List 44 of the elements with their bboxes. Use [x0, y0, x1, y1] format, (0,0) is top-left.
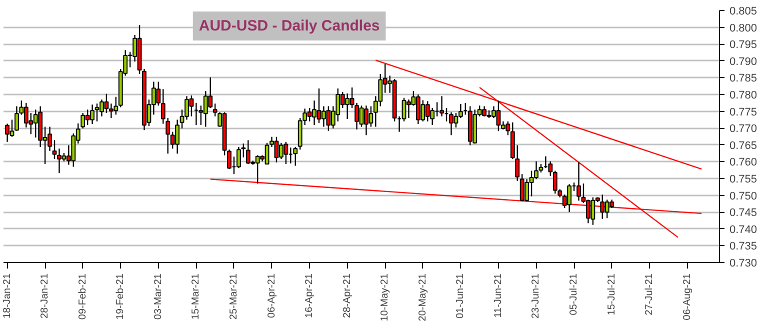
- x-tick-label: 06-Apr-21: [266, 273, 278, 318]
- x-tick-label: 06-Aug-21: [682, 273, 693, 320]
- y-tick-label: 0.800: [730, 22, 758, 34]
- x-tick-label: 09-Feb-21: [77, 273, 88, 320]
- x-tick-label: 05-Jul-21: [568, 273, 580, 316]
- y-tick-label: 0.770: [730, 123, 758, 136]
- candlestick: [293, 146, 298, 166]
- candlestick: [515, 144, 520, 182]
- y-tick-label: 0.805: [730, 6, 758, 18]
- y-tick-label: 0.760: [730, 156, 758, 169]
- y-tick-label: 0.730: [730, 258, 758, 270]
- candlestick: [440, 96, 444, 117]
- candlestick: [227, 149, 232, 170]
- x-tick-label: 01-Jun-21: [455, 273, 466, 319]
- y-tick-label: 0.750: [730, 190, 758, 202]
- y-tick-label: 0.795: [730, 39, 758, 52]
- x-tick-label: 27-Jul-21: [644, 273, 656, 316]
- y-tick-label: 0.735: [730, 240, 758, 253]
- x-tick-label: 20-May-21: [417, 273, 428, 322]
- x-tick-label: 28-Apr-21: [342, 273, 353, 318]
- candlestick: [576, 162, 581, 202]
- x-tick-label: 23-Jun-21: [530, 273, 542, 319]
- candlestick: [166, 117, 170, 154]
- x-tick-label: 15-Jul-21: [606, 273, 618, 316]
- x-tick-label: 10-May-21: [380, 273, 391, 322]
- y-tick-label: 0.765: [730, 140, 758, 152]
- x-tick-label: 15-Mar-21: [190, 273, 202, 320]
- y-tick-label: 0.780: [730, 90, 758, 102]
- candlestick: [212, 102, 218, 117]
- x-tick-label: 18-Jan-21: [2, 273, 13, 319]
- x-tick-label: 16-Apr-21: [304, 273, 316, 318]
- y-tick-label: 0.740: [730, 224, 758, 236]
- x-tick-label: 19-Feb-21: [115, 273, 126, 320]
- y-tick-label: 0.790: [730, 56, 758, 68]
- candlestick: [52, 140, 57, 160]
- y-tick-label: 0.755: [730, 174, 758, 186]
- x-tick-label: 03-Mar-21: [152, 273, 164, 320]
- y-tick-label: 0.785: [730, 72, 758, 85]
- x-tick-label: 25-Mar-21: [228, 273, 240, 320]
- x-tick-label: 11-Jun-21: [492, 273, 504, 318]
- text: AUD-USD - Daily Candles: [198, 18, 380, 34]
- y-tick-label: 0.775: [730, 106, 758, 118]
- x-tick-label: 28-Jan-21: [40, 273, 51, 319]
- y-tick-label: 0.745: [730, 207, 758, 220]
